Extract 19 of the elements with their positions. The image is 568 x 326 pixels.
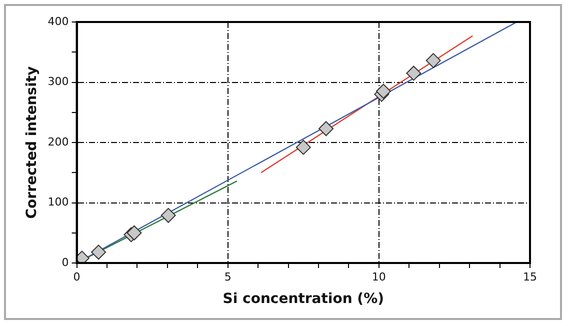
y-axis-title: Corrected intensity (24, 66, 40, 219)
x-tick-label: 0 (73, 270, 80, 284)
x-tick-label: 10 (372, 270, 386, 284)
y-tick-label: 0 (62, 256, 69, 269)
x-tick-label: 15 (523, 270, 537, 284)
point (296, 140, 311, 155)
y-tick-label: 200 (48, 135, 69, 148)
point (318, 121, 334, 136)
point (426, 53, 441, 68)
y-tick-label: 400 (48, 14, 69, 28)
point (406, 66, 422, 81)
x-axis-title: Si concentration (%) (222, 291, 384, 308)
y-tick-label: 300 (48, 75, 69, 88)
point (126, 225, 142, 240)
y-tick-label: 100 (48, 196, 69, 209)
point (160, 208, 176, 223)
point (91, 244, 106, 260)
x-tick-label: 5 (224, 270, 232, 284)
point (376, 84, 391, 99)
